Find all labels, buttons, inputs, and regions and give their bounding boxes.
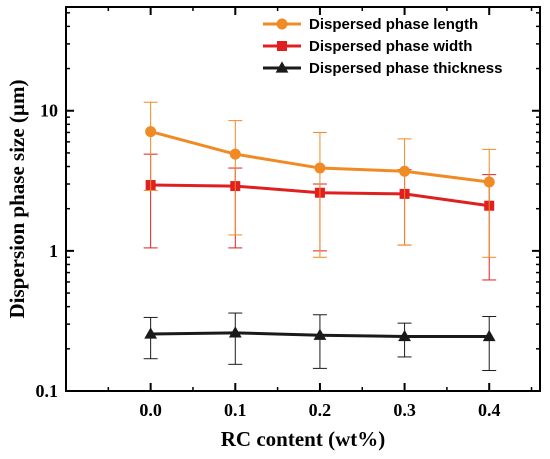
legend: Dispersed phase length Dispersed phase wi… — [263, 16, 502, 77]
legend-item: Dispersed phase thickness — [263, 60, 502, 77]
data-point — [228, 326, 242, 338]
x-axis-title: RC content (wt%) — [221, 427, 385, 451]
data-point — [313, 328, 327, 340]
legend-marker — [276, 18, 288, 30]
x-tick-label: 0.4 — [478, 400, 501, 420]
y-tick-label: 10 — [40, 101, 58, 121]
series-1 — [143, 101, 497, 258]
x-tick-labels: 0.0 0.1 0.2 0.3 0.4 — [139, 400, 500, 420]
plot-frame — [65, 6, 541, 392]
data-point — [144, 327, 158, 339]
legend-label: Dispersed phase length — [309, 16, 478, 33]
legend-item: Dispersed phase width — [263, 38, 472, 55]
y-tick-labels: 0.1 1 10 — [36, 101, 59, 401]
x-tick-label: 0.3 — [393, 400, 416, 420]
x-tick-label: 0.2 — [309, 400, 332, 420]
legend-marker — [277, 41, 287, 51]
data-point — [229, 148, 241, 160]
x-tick-label: 0.0 — [139, 400, 162, 420]
legend-label: Dispersed phase width — [309, 38, 472, 55]
data-point — [483, 176, 495, 188]
series-layer — [143, 101, 497, 372]
series-3 — [143, 312, 497, 372]
data-point — [482, 329, 496, 342]
y-tick-label: 0.1 — [36, 381, 59, 401]
legend-marker — [275, 61, 289, 73]
legend-item: Dispersed phase length — [263, 16, 478, 33]
axis-ticks — [66, 7, 540, 392]
x-tick-label: 0.1 — [224, 400, 247, 420]
y-tick-label: 1 — [49, 241, 58, 261]
data-point — [398, 329, 411, 342]
y-axis-title: Dispersion phase size (µm) — [5, 79, 29, 318]
data-point — [399, 165, 411, 177]
data-point — [145, 126, 157, 138]
data-point — [314, 162, 326, 174]
legend-label: Dispersed phase thickness — [309, 60, 502, 77]
